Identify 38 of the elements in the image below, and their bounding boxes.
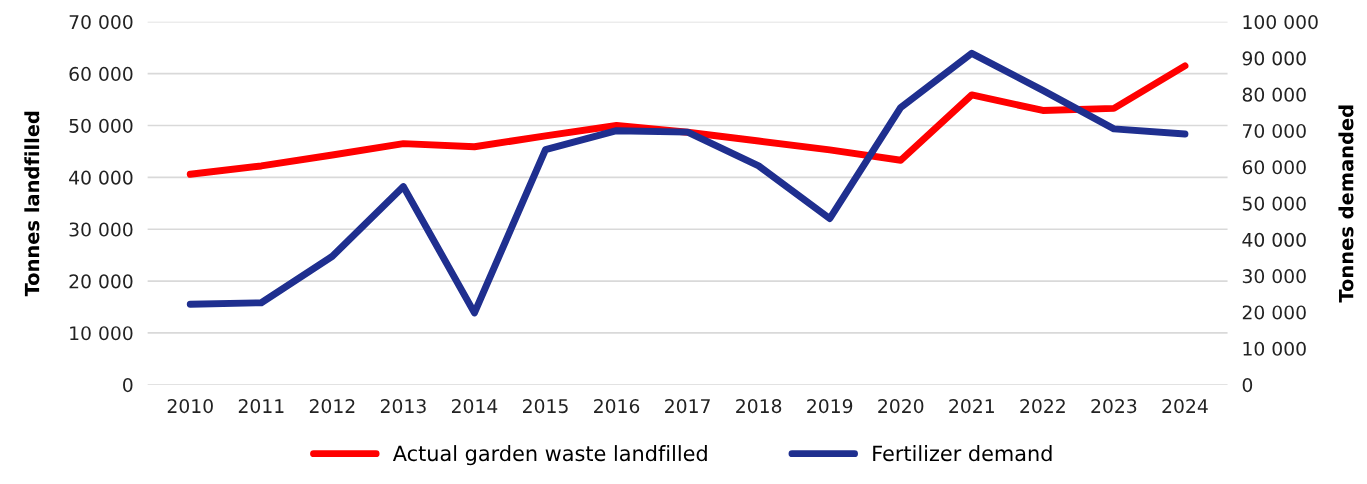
y-axis-title: Tonnes landfilled xyxy=(24,111,40,297)
x-tick-label: 2012 xyxy=(309,399,355,414)
y2-tick-label: 10 000 xyxy=(1243,341,1306,356)
x-tick-label: 2014 xyxy=(451,399,498,414)
y-tick-label: 0 xyxy=(123,377,133,393)
x-tick-label: 2022 xyxy=(1020,399,1065,414)
y2-tick-label: 80 000 xyxy=(1242,87,1306,102)
y2-tick-label: 0 xyxy=(1242,377,1253,393)
y2-tick-label: 60 000 xyxy=(1242,160,1306,175)
x-tick-label: 2011 xyxy=(238,399,284,414)
y-tick-label: 30 000 xyxy=(69,222,133,237)
x-tick-label: 2013 xyxy=(380,399,426,414)
y2-axis-title: Tonnes demanded xyxy=(1338,105,1354,303)
y-tick-label: 60 000 xyxy=(69,66,133,82)
x-tick-label: 2023 xyxy=(1091,399,1137,414)
x-tick-label: 2019 xyxy=(807,399,853,414)
y-tick-label: 10 000 xyxy=(70,326,133,341)
legend-label: Actual garden waste landfilled xyxy=(392,445,707,466)
x-tick-label: 2010 xyxy=(167,399,213,414)
y2-tick-label: 50 000 xyxy=(1242,196,1306,211)
legend-label: Fertilizer demand xyxy=(873,445,1052,462)
y2-tick-label: 40 000 xyxy=(1242,232,1306,247)
y2-tick-label: 30 000 xyxy=(1242,269,1306,284)
x-tick-label: 2016 xyxy=(594,399,640,414)
x-tick-label: 2024 xyxy=(1162,399,1208,414)
y-tick-label: 40 000 xyxy=(69,170,133,185)
y2-tick-label: 20 000 xyxy=(1242,305,1306,320)
y2-tick-label: 100 000 xyxy=(1243,14,1318,30)
y-tick-label: 50 000 xyxy=(69,118,133,133)
x-tick-label: 2018 xyxy=(736,399,782,414)
x-tick-label: 2017 xyxy=(665,399,710,414)
y2-tick-label: 90 000 xyxy=(1242,51,1306,66)
x-tick-label: 2015 xyxy=(523,399,568,414)
y2-tick-label: 70 000 xyxy=(1242,123,1306,139)
y-tick-label: 70 000 xyxy=(69,14,133,30)
x-tick-label: 2021 xyxy=(949,399,994,414)
x-tick-label: 2020 xyxy=(878,399,924,414)
y-tick-label: 20 000 xyxy=(69,274,133,289)
